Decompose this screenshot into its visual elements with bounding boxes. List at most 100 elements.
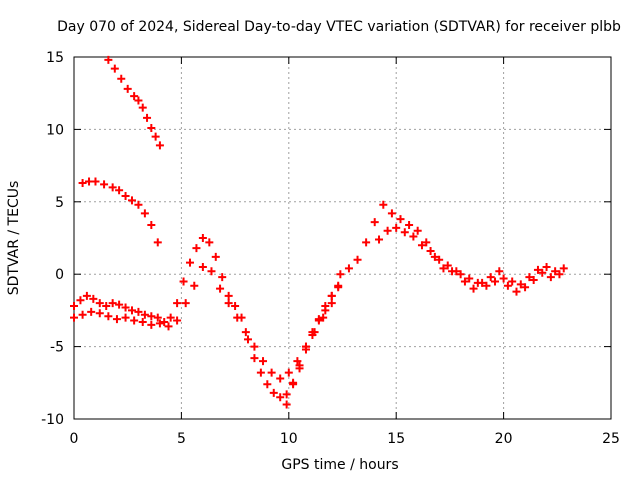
data-point	[443, 261, 452, 270]
data-point	[486, 273, 495, 282]
data-point	[185, 258, 194, 267]
data-point	[155, 141, 164, 150]
plot-frame	[73, 56, 612, 420]
data-point	[115, 186, 124, 195]
data-point	[482, 281, 491, 290]
series-cluster-a	[70, 234, 343, 402]
data-point	[334, 283, 343, 292]
data-point	[529, 275, 538, 284]
data-point	[121, 192, 130, 201]
x-tick-label: 10	[280, 431, 298, 447]
y-tick-label: -5	[50, 340, 64, 356]
data-point	[164, 322, 173, 331]
data-point	[525, 273, 534, 282]
data-point	[551, 267, 560, 276]
data-point	[160, 317, 169, 326]
series-cluster-c	[336, 200, 568, 290]
x-tick-label: 20	[495, 431, 513, 447]
data-point	[121, 313, 130, 322]
data-point	[147, 220, 156, 229]
data-point	[314, 315, 323, 324]
data-point	[263, 380, 272, 389]
data-point	[293, 357, 302, 366]
data-point	[503, 281, 512, 290]
data-point	[243, 335, 252, 344]
data-point	[70, 313, 78, 322]
data-point	[396, 215, 405, 224]
data-point	[499, 274, 508, 283]
data-point	[375, 235, 384, 244]
data-point	[138, 103, 147, 112]
data-points	[70, 55, 568, 409]
data-point	[516, 280, 525, 289]
data-point	[198, 262, 207, 271]
data-point	[127, 306, 136, 315]
x-tick-label: 15	[387, 431, 405, 447]
data-point	[308, 328, 317, 337]
x-tick-label: 0	[70, 431, 79, 447]
data-point	[211, 252, 220, 261]
data-point	[276, 374, 285, 383]
data-point	[130, 92, 139, 101]
data-point	[95, 309, 104, 318]
y-tick-label: -10	[41, 412, 64, 428]
data-point	[383, 226, 392, 235]
data-point	[439, 264, 448, 273]
data-point	[181, 299, 190, 308]
data-point	[233, 313, 242, 322]
data-point	[521, 283, 530, 292]
data-point	[112, 315, 121, 324]
y-tick-label: 5	[55, 195, 64, 211]
y-tick-label: 15	[46, 50, 64, 66]
data-point	[417, 241, 426, 250]
data-point	[76, 296, 85, 305]
data-point	[392, 223, 401, 232]
data-point	[289, 380, 298, 389]
data-point	[91, 177, 100, 186]
data-point	[89, 294, 98, 303]
data-point	[321, 302, 330, 311]
data-point	[370, 218, 379, 227]
data-point	[192, 244, 201, 253]
data-point	[108, 299, 117, 308]
data-point	[70, 302, 78, 311]
data-point	[353, 255, 362, 264]
data-point	[538, 268, 547, 277]
grid-lines	[74, 57, 611, 419]
series-arc-top	[104, 55, 164, 150]
data-point	[134, 96, 143, 105]
data-point	[295, 361, 304, 370]
x-axis-label: GPS time / hours	[281, 457, 398, 473]
data-point	[130, 316, 139, 325]
x-tick-label: 5	[177, 431, 186, 447]
data-point	[78, 310, 87, 319]
data-point	[110, 64, 119, 73]
x-tick-label: 25	[602, 431, 620, 447]
data-point	[379, 200, 388, 209]
data-point	[327, 291, 336, 300]
data-point	[491, 277, 500, 286]
data-point	[452, 267, 461, 276]
data-point	[218, 273, 227, 282]
data-point	[108, 183, 117, 192]
data-point	[123, 84, 132, 93]
data-point	[269, 388, 278, 397]
data-point	[276, 393, 285, 402]
data-point	[155, 319, 164, 328]
data-point	[344, 264, 353, 273]
data-point	[508, 277, 517, 286]
data-point	[259, 357, 268, 366]
data-point	[173, 299, 182, 308]
data-point	[301, 342, 310, 351]
data-point	[121, 303, 130, 312]
series-arc-mid	[78, 177, 162, 247]
data-point	[143, 113, 152, 122]
data-point	[282, 400, 291, 409]
data-point	[102, 302, 111, 311]
data-point	[422, 238, 431, 247]
chart-title: Day 070 of 2024, Sidereal Day-to-day VTE…	[57, 19, 621, 35]
data-point	[413, 226, 422, 235]
data-point	[134, 307, 143, 316]
data-point	[147, 312, 156, 321]
